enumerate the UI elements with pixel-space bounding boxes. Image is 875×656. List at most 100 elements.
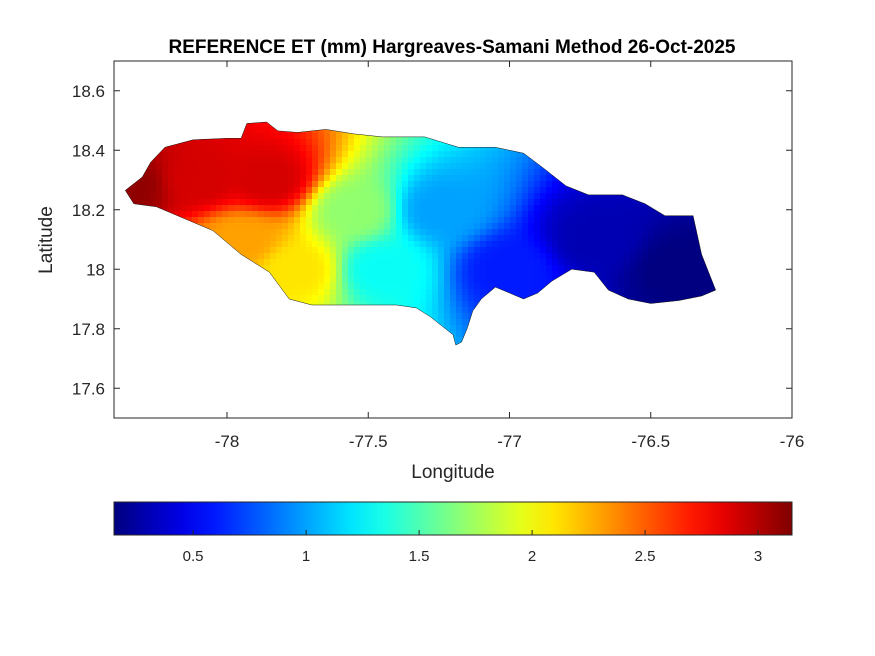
field-cell bbox=[342, 157, 349, 164]
field-cell bbox=[258, 175, 265, 182]
field-cell bbox=[198, 205, 205, 212]
field-cell bbox=[252, 223, 259, 230]
field-cell bbox=[342, 187, 349, 194]
field-cell bbox=[210, 181, 217, 188]
field-cell bbox=[624, 259, 631, 266]
field-cell bbox=[684, 271, 691, 278]
field-cell bbox=[366, 205, 373, 212]
field-cell bbox=[462, 223, 469, 230]
field-cell bbox=[306, 229, 313, 236]
field-cell bbox=[300, 277, 307, 284]
field-cell bbox=[330, 133, 337, 140]
field-cell bbox=[222, 157, 229, 164]
field-cell bbox=[336, 145, 343, 152]
field-cell bbox=[402, 283, 409, 290]
field-cell bbox=[576, 247, 583, 254]
field-cell bbox=[342, 253, 349, 260]
field-cell bbox=[438, 187, 445, 194]
field-cell bbox=[426, 211, 433, 218]
field-cell bbox=[276, 259, 283, 266]
field-cell bbox=[480, 253, 487, 260]
field-cell bbox=[456, 241, 463, 248]
field-cell bbox=[168, 199, 175, 206]
field-cell bbox=[312, 169, 319, 176]
field-cell bbox=[384, 235, 391, 242]
field-cell bbox=[174, 193, 181, 200]
field-cell bbox=[264, 169, 271, 176]
field-cell bbox=[324, 211, 331, 218]
field-cell bbox=[282, 133, 289, 140]
field-cell bbox=[174, 199, 181, 206]
field-cell bbox=[264, 265, 271, 272]
field-cell bbox=[288, 265, 295, 272]
field-cell bbox=[666, 229, 673, 236]
field-cell bbox=[360, 145, 367, 152]
field-cell bbox=[246, 247, 253, 254]
field-cell bbox=[408, 289, 415, 296]
field-cell bbox=[480, 175, 487, 182]
field-cell bbox=[438, 241, 445, 248]
field-cell bbox=[588, 229, 595, 236]
field-cell bbox=[522, 283, 529, 290]
field-cell bbox=[618, 229, 625, 236]
field-cell bbox=[444, 223, 451, 230]
field-cell bbox=[420, 265, 427, 272]
field-cell bbox=[426, 151, 433, 158]
field-cell bbox=[540, 277, 547, 284]
field-cell bbox=[306, 145, 313, 152]
field-cell bbox=[468, 241, 475, 248]
field-cell bbox=[600, 253, 607, 260]
jamaica-outline bbox=[124, 121, 717, 346]
field-cell bbox=[216, 211, 223, 218]
field-cell bbox=[474, 205, 481, 212]
field-cell bbox=[504, 229, 511, 236]
field-cell bbox=[252, 133, 259, 140]
field-cell bbox=[408, 229, 415, 236]
field-cell bbox=[696, 253, 703, 260]
field-cell bbox=[366, 157, 373, 164]
field-cell bbox=[288, 169, 295, 176]
field-cell bbox=[210, 199, 217, 206]
field-cell bbox=[684, 289, 691, 296]
field-cell bbox=[366, 289, 373, 296]
field-cell bbox=[672, 259, 679, 266]
field-cell bbox=[534, 229, 541, 236]
field-cell bbox=[612, 247, 619, 254]
field-cell bbox=[426, 163, 433, 170]
field-cell bbox=[594, 241, 601, 248]
field-cell bbox=[276, 163, 283, 170]
field-cell bbox=[666, 247, 673, 254]
field-cell bbox=[540, 217, 547, 224]
field-cell bbox=[348, 217, 355, 224]
field-cell bbox=[312, 301, 319, 308]
field-cell bbox=[510, 247, 517, 254]
field-cell bbox=[360, 277, 367, 284]
field-cell bbox=[510, 151, 517, 158]
field-cell bbox=[528, 229, 535, 236]
field-cell bbox=[318, 169, 325, 176]
field-cell bbox=[174, 157, 181, 164]
field-cell bbox=[204, 187, 211, 194]
field-cell bbox=[270, 217, 277, 224]
field-cell bbox=[390, 163, 397, 170]
field-cell bbox=[402, 181, 409, 188]
field-cell bbox=[342, 175, 349, 182]
field-cell bbox=[420, 235, 427, 242]
field-cell bbox=[342, 139, 349, 146]
field-cell bbox=[402, 235, 409, 242]
field-cell bbox=[546, 223, 553, 230]
field-cell bbox=[456, 253, 463, 260]
field-cell bbox=[582, 223, 589, 230]
field-cell bbox=[186, 211, 193, 218]
field-cell bbox=[288, 151, 295, 158]
field-cell bbox=[474, 247, 481, 254]
field-cell bbox=[354, 229, 361, 236]
field-cell bbox=[252, 241, 259, 248]
field-cell bbox=[690, 235, 697, 242]
field-cell bbox=[168, 151, 175, 158]
field-cell bbox=[192, 181, 199, 188]
field-cell bbox=[270, 193, 277, 200]
field-cell bbox=[678, 247, 685, 254]
field-cell bbox=[390, 175, 397, 182]
field-cell bbox=[552, 175, 559, 182]
